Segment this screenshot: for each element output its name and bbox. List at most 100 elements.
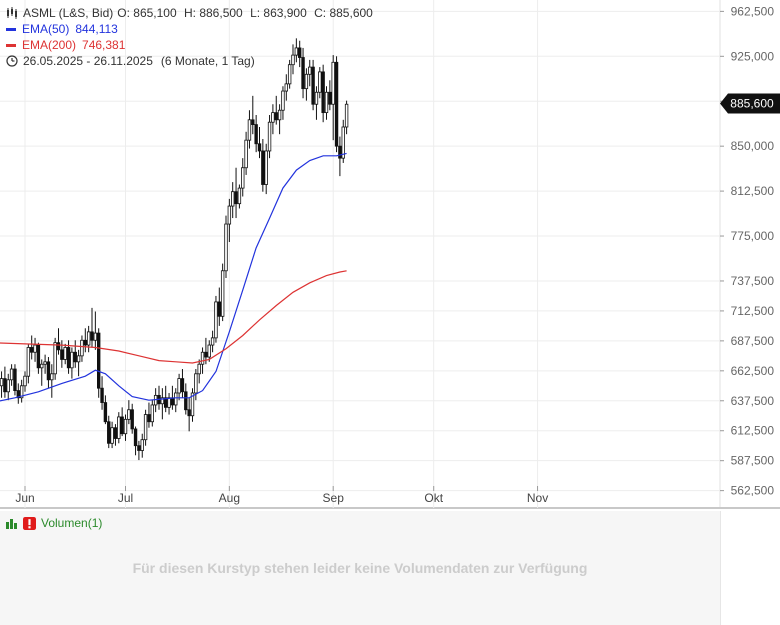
candle xyxy=(110,421,114,449)
candle xyxy=(123,414,128,441)
volume-label[interactable]: Volumen(1) xyxy=(41,516,103,530)
x-tick-label: Nov xyxy=(527,491,548,505)
candles xyxy=(0,38,349,461)
candle xyxy=(100,376,104,410)
candle xyxy=(53,337,57,380)
candle xyxy=(341,119,345,163)
candle xyxy=(331,55,335,141)
legend-close: C: 885,600 xyxy=(314,6,373,20)
y-tick-label: 662,500 xyxy=(731,364,775,378)
candle xyxy=(190,388,195,422)
volume-header: Volumen(1) xyxy=(6,516,102,530)
legend-ohlc: O: 865,100 H: 886,500 L: 863,900 C: 885,… xyxy=(113,5,373,21)
candle xyxy=(304,68,309,101)
candle xyxy=(220,263,225,322)
candle xyxy=(184,383,188,415)
candle xyxy=(73,340,77,368)
candle xyxy=(210,330,215,353)
bar-chart-icon xyxy=(6,519,17,529)
candle xyxy=(264,143,268,195)
candle xyxy=(107,415,111,449)
y-tick-label: 737,500 xyxy=(731,274,775,288)
candle xyxy=(147,402,151,428)
candle xyxy=(43,354,47,374)
candle xyxy=(324,86,329,120)
candle xyxy=(9,364,14,386)
y-tick-label: 712,500 xyxy=(731,304,775,318)
candle xyxy=(294,38,299,63)
candle xyxy=(60,340,64,368)
grid xyxy=(0,0,780,509)
candle xyxy=(177,373,181,401)
candle xyxy=(150,400,154,427)
candle xyxy=(120,407,124,437)
x-tick-label: Aug xyxy=(219,491,240,505)
candle xyxy=(237,184,242,209)
y-tick-label: 612,500 xyxy=(731,424,775,438)
y-tick-label: 637,500 xyxy=(731,394,775,408)
candle xyxy=(251,95,255,135)
legend-ema200-row[interactable]: EMA(200) 746,381 xyxy=(6,37,373,53)
candle xyxy=(297,40,302,68)
last-price-tag: 885,600 xyxy=(720,93,780,114)
candle xyxy=(143,409,148,446)
candle xyxy=(197,359,201,384)
x-tick-label: Jun xyxy=(15,491,34,505)
x-tick-label: Okt xyxy=(424,491,443,505)
volume-axis xyxy=(720,511,780,625)
candle xyxy=(257,127,262,159)
candle xyxy=(70,347,74,379)
y-tick-label: 587,500 xyxy=(731,454,775,468)
legend-ema200-label: EMA(200) xyxy=(22,38,77,52)
candle xyxy=(207,340,211,362)
candle xyxy=(227,198,232,243)
candle xyxy=(40,359,44,386)
candle xyxy=(254,115,258,153)
candle xyxy=(103,395,108,425)
warning-icon[interactable] xyxy=(23,516,36,530)
x-axis-ticks: Jun Jul Aug Sep Okt Nov xyxy=(15,486,548,505)
x-tick-label: Jul xyxy=(118,491,133,505)
legend-open: O: 865,100 xyxy=(117,6,177,20)
candle xyxy=(36,342,41,374)
candle xyxy=(13,364,17,396)
candle xyxy=(130,403,134,434)
candle xyxy=(50,364,54,398)
candle xyxy=(83,328,87,353)
y-tick-label: 775,000 xyxy=(731,229,775,243)
candle xyxy=(244,131,248,175)
candle xyxy=(23,371,27,392)
legend-ema200-value: 746,381 xyxy=(82,38,126,52)
candle xyxy=(93,311,98,350)
candlestick-icon xyxy=(7,7,17,19)
y-tick-label: 850,000 xyxy=(731,139,775,153)
candle xyxy=(321,64,325,123)
candle xyxy=(328,80,332,111)
candle xyxy=(97,328,101,398)
candle xyxy=(167,392,171,415)
candle xyxy=(284,74,288,101)
candle xyxy=(56,328,61,355)
candle xyxy=(224,215,228,278)
legend-ema50-row[interactable]: EMA(50) 844,113 xyxy=(6,21,373,37)
candle xyxy=(344,100,349,135)
candle xyxy=(291,44,295,75)
candle xyxy=(217,287,221,326)
legend-range: 26.05.2025 - 26.11.2025 xyxy=(23,54,153,68)
candle xyxy=(230,182,235,219)
candle xyxy=(174,388,178,413)
legend-ema50-label: EMA(50) xyxy=(22,22,70,36)
legend-high: H: 886,500 xyxy=(184,6,243,20)
candle xyxy=(33,337,37,362)
candle xyxy=(6,373,10,401)
candle xyxy=(194,369,198,401)
candle xyxy=(133,426,138,456)
legend-symbol: ASML (L&S, Bid) xyxy=(23,6,114,20)
candle xyxy=(86,325,91,353)
candle xyxy=(157,385,161,410)
candle xyxy=(3,366,7,398)
ema50-line xyxy=(0,152,347,402)
ema50-swatch xyxy=(6,27,16,31)
volume-panel: Volumen(1) Für diesen Kurstyp stehen lei… xyxy=(0,511,720,625)
